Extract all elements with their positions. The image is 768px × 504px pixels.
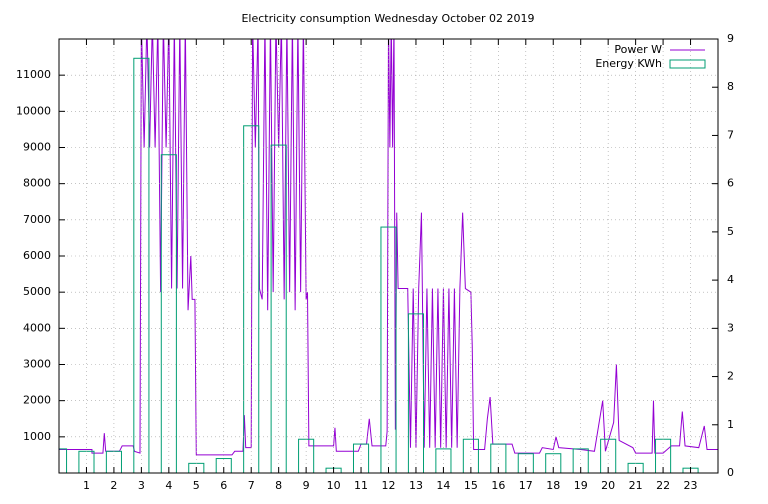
energy-box: [407, 313, 425, 473]
chart-title: Electricity consumption Wednesday Octobe…: [241, 12, 534, 25]
power-line: [59, 39, 718, 456]
y-tick-label: 9000: [23, 141, 51, 154]
y-tick-label: 7000: [23, 213, 51, 226]
x-tick-label: 8: [275, 479, 282, 492]
y-tick-label: 2000: [23, 394, 51, 407]
energy-box: [490, 443, 507, 473]
y-tick-label: 10000: [16, 104, 51, 117]
y2-tick-label: 4: [727, 273, 734, 286]
energy-box: [352, 443, 370, 473]
x-tick-label: 20: [601, 479, 615, 492]
x-tick-label: 3: [138, 479, 145, 492]
x-tick-label: 12: [382, 479, 396, 492]
y-tick-label: 8000: [23, 177, 51, 190]
energy-box: [133, 57, 150, 473]
y2-tick-label: 1: [727, 418, 734, 431]
x-tick-label: 17: [519, 479, 533, 492]
x-tick-label: 10: [327, 479, 341, 492]
x-tick-label: 2: [110, 479, 117, 492]
legend-label: Energy KWh: [595, 57, 662, 70]
x-tick-label: 14: [436, 479, 450, 492]
x-tick-label: 6: [220, 479, 227, 492]
x-tick-label: 1: [83, 479, 90, 492]
x-tick-label: 16: [491, 479, 505, 492]
energy-box: [160, 154, 177, 473]
x-tick-label: 15: [464, 479, 478, 492]
y-tick-label: 11000: [16, 68, 51, 81]
y2-tick-label: 9: [727, 32, 734, 45]
x-tick-label: 5: [193, 479, 200, 492]
x-tick-label: 23: [684, 479, 698, 492]
x-tick-label: 7: [248, 479, 255, 492]
x-tick-label: 19: [574, 479, 588, 492]
y2-tick-label: 0: [727, 466, 734, 479]
y-tick-label: 5000: [23, 285, 51, 298]
y2-tick-label: 7: [727, 128, 734, 141]
x-tick-label: 9: [303, 479, 310, 492]
y-tick-label: 6000: [23, 249, 51, 262]
y-tick-label: 1000: [23, 430, 51, 443]
x-tick-label: 4: [165, 479, 172, 492]
x-tick-label: 21: [629, 479, 643, 492]
energy-box: [517, 453, 534, 473]
y2-tick-label: 6: [727, 177, 734, 190]
y-tick-label: 4000: [23, 321, 51, 334]
y2-tick-label: 8: [727, 80, 734, 93]
energy-box: [545, 453, 562, 473]
legend-label: Power W: [614, 43, 662, 56]
y2-tick-label: 2: [727, 370, 734, 383]
energy-box: [243, 125, 260, 473]
x-tick-label: 11: [354, 479, 368, 492]
y2-tick-label: 3: [727, 321, 734, 334]
x-tick-label: 18: [546, 479, 560, 492]
y2-tick-label: 5: [727, 225, 734, 238]
x-tick-label: 13: [409, 479, 423, 492]
x-tick-label: 22: [656, 479, 670, 492]
y-tick-label: 3000: [23, 358, 51, 371]
plot-area: [59, 39, 718, 473]
legend-swatch: [669, 59, 706, 69]
